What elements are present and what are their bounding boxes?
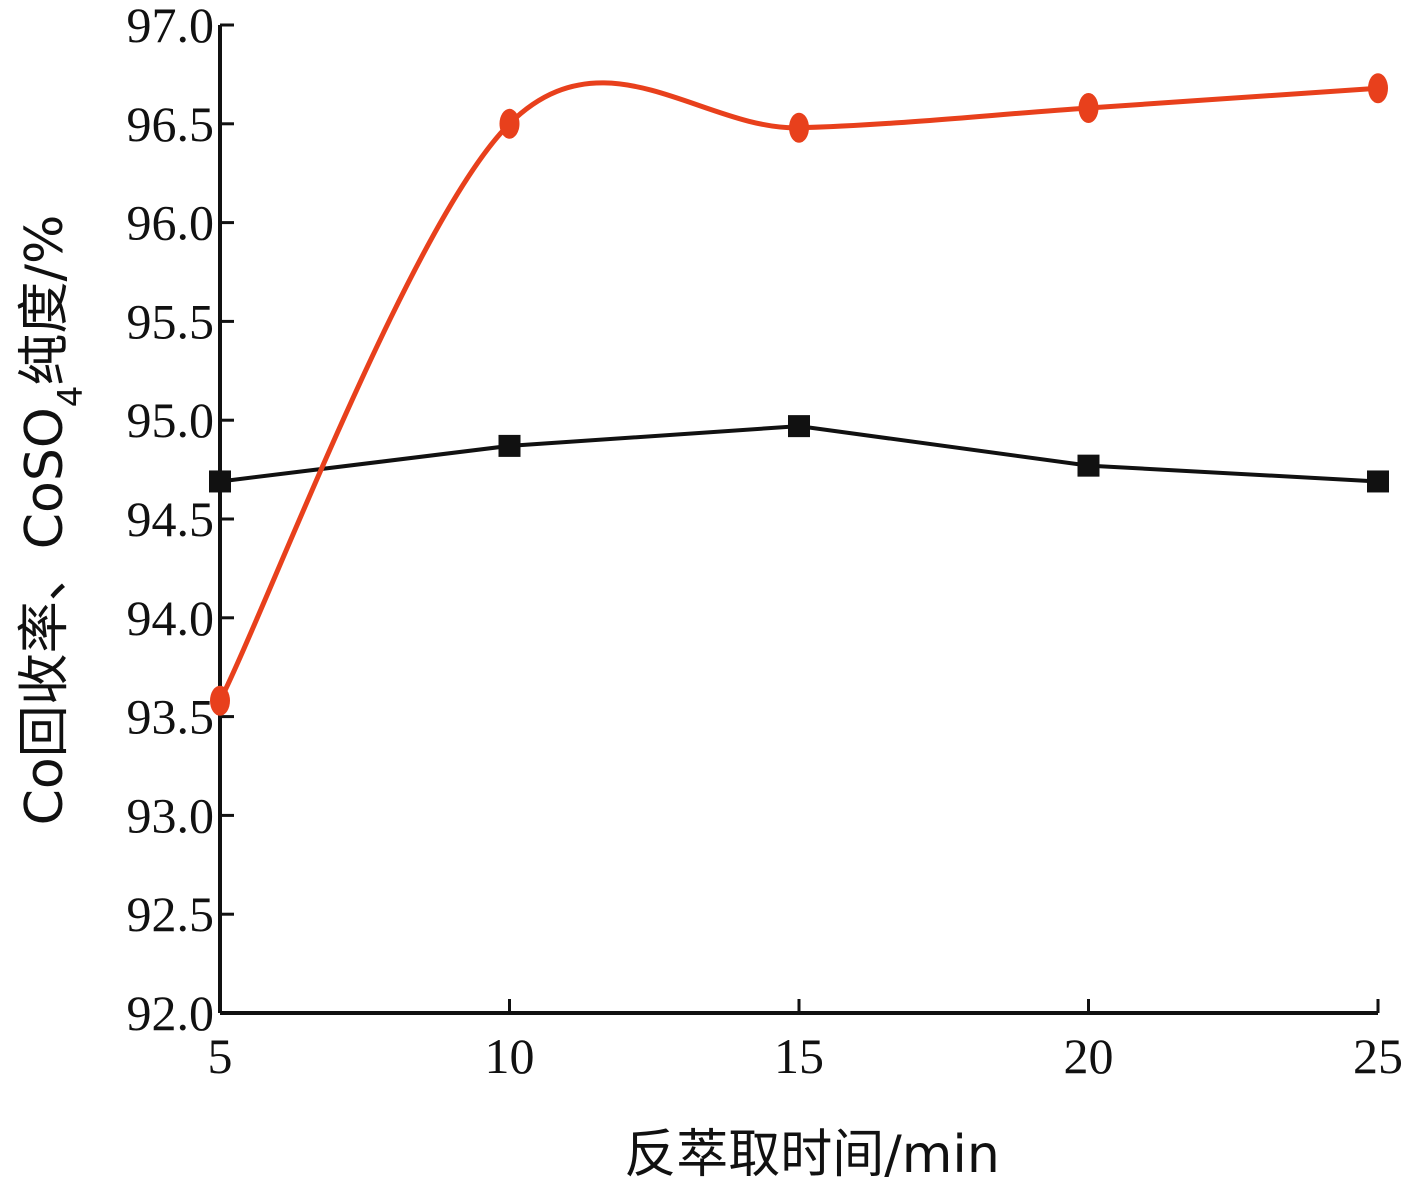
- y-axis-title-tail: 纯度/%: [15, 215, 75, 386]
- y-axis-title-subscript: 4: [51, 386, 91, 408]
- y-tick-label: 94.0: [127, 590, 215, 646]
- y-tick-label: 95.5: [127, 293, 215, 349]
- y-tick-label: 94.5: [127, 491, 215, 547]
- x-tick-label: 5: [208, 1028, 233, 1084]
- series-2-point: [210, 685, 230, 716]
- y-tick-label: 92.5: [127, 886, 215, 942]
- x-tick-label: 10: [485, 1028, 535, 1084]
- y-tick-label: 95.0: [127, 392, 215, 448]
- series-2-point: [789, 112, 809, 143]
- series-1-point: [1077, 454, 1100, 477]
- y-tick-label: 93.0: [127, 787, 215, 843]
- y-tick-label: 96.0: [127, 195, 215, 251]
- y-axis-title-main: Co回收率、CoSO: [15, 407, 75, 825]
- x-tick-label: 15: [774, 1028, 824, 1084]
- series-layer: [209, 73, 1389, 716]
- x-tick-label: 25: [1353, 1028, 1403, 1084]
- series-1: [209, 415, 1389, 493]
- y-tick-label: 92.0: [127, 985, 215, 1041]
- series-1-point: [788, 415, 810, 438]
- y-tick-label: 97.0: [127, 0, 215, 53]
- series-1-point: [498, 434, 521, 457]
- axes: [218, 25, 1378, 1015]
- y-tick-label: 96.5: [127, 96, 215, 152]
- series-2-point: [1368, 73, 1388, 104]
- x-axis-title: 反萃取时间/min: [624, 1125, 1000, 1181]
- x-tick-label: 20: [1064, 1028, 1114, 1084]
- x-ticks: 5 10 15 20 25: [208, 999, 1403, 1084]
- series-1-point: [209, 470, 231, 493]
- series-2-point: [499, 108, 520, 139]
- y-tick-label: 93.5: [127, 689, 215, 745]
- series-2-line: [217, 80, 1379, 702]
- series-2: [210, 73, 1388, 716]
- y-axis-title: Co回收率、CoSO4纯度/%: [15, 215, 91, 826]
- series-2-point: [1078, 92, 1099, 123]
- y-ticks: 92.0 92.5 93.0 93.5 94.0 94.5 95.0 95.5 96.0 96.5…: [127, 0, 234, 1041]
- series-1-point: [1367, 470, 1389, 493]
